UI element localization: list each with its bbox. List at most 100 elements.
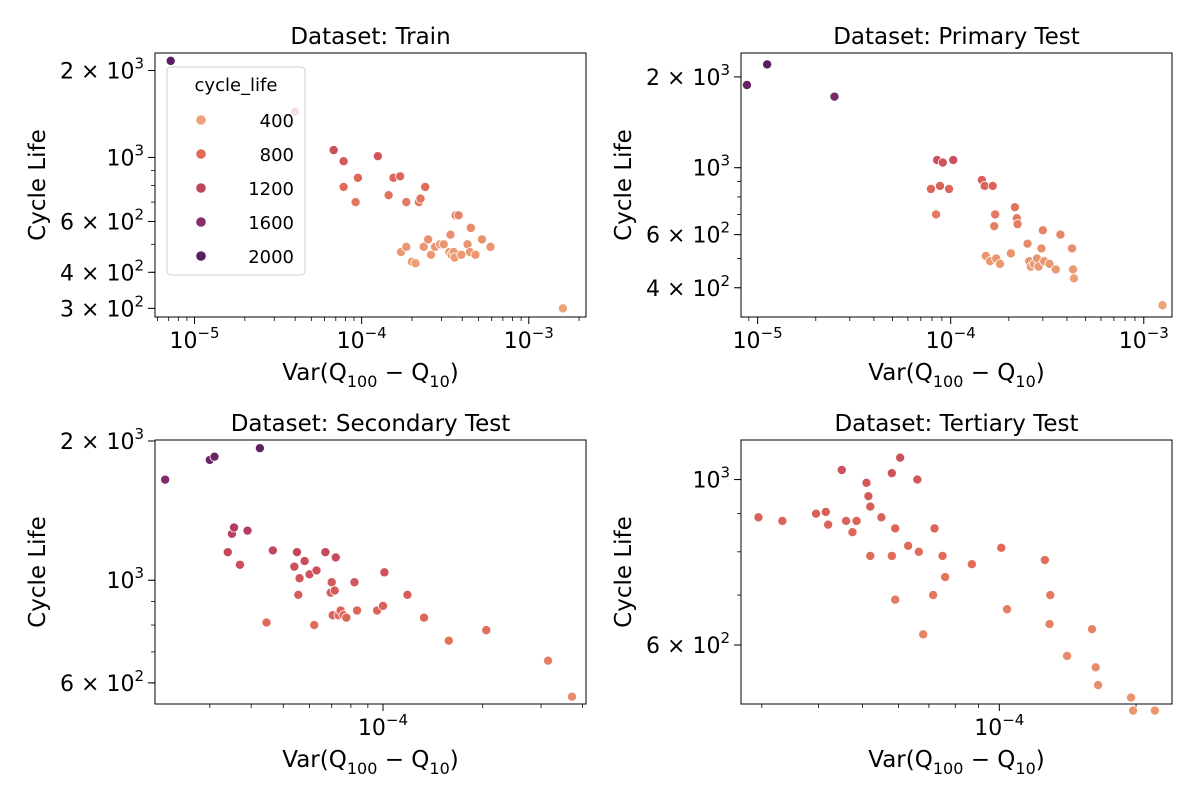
x-tick-label: 10−4 — [337, 324, 387, 354]
data-point — [820, 506, 831, 517]
data-point — [987, 180, 998, 191]
y-axis-label: Cycle Life — [611, 516, 637, 628]
y-axis-label: Cycle Life — [611, 129, 637, 241]
x-tick-label: 10−5 — [733, 324, 783, 354]
legend-box — [166, 66, 306, 276]
data-point — [485, 241, 496, 252]
data-point — [948, 155, 959, 166]
legend-label: 400 — [260, 111, 294, 132]
data-point — [753, 512, 764, 523]
x-axis-label: Var(Q100 − Q10) — [868, 360, 1044, 391]
y-tick-label: 3 × 102 — [60, 292, 144, 322]
plot-frame — [154, 439, 587, 705]
data-point — [438, 239, 449, 250]
data-point — [329, 585, 340, 596]
x-axis-ticks: 10−5 10−4 10−3 — [157, 317, 580, 354]
data-point — [996, 542, 1007, 553]
legend-marker — [195, 250, 207, 262]
data-point — [940, 572, 951, 583]
data-point — [886, 550, 897, 561]
data-point — [299, 556, 310, 567]
data-point — [1039, 555, 1050, 566]
data-point — [418, 241, 429, 252]
data-point — [443, 635, 454, 646]
data-point — [350, 197, 361, 208]
data-point — [1126, 692, 1137, 703]
scatter-points — [165, 55, 568, 314]
subplot-title: Dataset: Train — [290, 24, 450, 50]
data-point — [841, 515, 852, 526]
y-tick-label: 103 — [692, 152, 730, 182]
data-point — [330, 552, 341, 563]
x-axis-ticks: 10−4 — [761, 704, 1137, 741]
data-point — [209, 451, 220, 462]
scatter-points — [741, 59, 1168, 311]
y-tick-label: 6 × 102 — [646, 629, 730, 659]
y-axis-ticks: 6 × 102 103 2 × 103 — [60, 425, 155, 697]
x-tick-label: 10−4 — [926, 324, 976, 354]
data-point — [349, 577, 360, 588]
data-point — [1037, 225, 1048, 236]
data-point — [222, 547, 233, 558]
legend-marker — [195, 114, 207, 126]
legend-marker — [195, 182, 207, 194]
data-point — [994, 258, 1005, 269]
data-point — [395, 171, 406, 182]
scatter-points — [753, 452, 1160, 716]
data-point — [1045, 590, 1056, 601]
data-point — [937, 550, 948, 561]
data-point — [401, 197, 412, 208]
y-tick-label: 6 × 102 — [60, 667, 144, 697]
data-point — [1062, 650, 1073, 661]
data-point — [267, 545, 278, 556]
data-point — [1128, 705, 1139, 716]
legend-label: 800 — [260, 145, 294, 166]
data-point — [861, 477, 872, 488]
legend-marker — [195, 148, 207, 160]
legend-label: 2000 — [248, 247, 294, 268]
data-point — [419, 612, 430, 623]
data-point — [291, 547, 302, 558]
data-point — [557, 303, 568, 314]
x-tick-label: 10−3 — [504, 324, 554, 354]
data-point — [762, 59, 773, 70]
data-point — [377, 600, 388, 611]
data-point — [338, 156, 349, 167]
subplot-title: Dataset: Secondary Test — [231, 411, 511, 437]
data-point — [925, 184, 936, 195]
data-point — [929, 523, 940, 534]
x-tick-label: 10−5 — [169, 324, 219, 354]
data-point — [836, 465, 847, 476]
y-tick-label: 2 × 103 — [60, 425, 144, 455]
data-point — [383, 190, 394, 201]
subplot-3: Dataset: Secondary Test 10−4 6 × 102 103 2 ×… — [25, 411, 587, 778]
data-point — [890, 594, 901, 605]
plot-frame — [740, 439, 1173, 705]
data-point — [1090, 662, 1101, 673]
data-point — [1068, 264, 1079, 275]
data-point — [1067, 243, 1078, 254]
data-point — [937, 157, 948, 168]
data-point — [543, 655, 554, 666]
plot-frame — [740, 52, 1173, 318]
data-point — [1002, 604, 1013, 615]
data-point — [1157, 300, 1168, 311]
data-point — [1044, 619, 1055, 630]
data-point — [895, 452, 906, 463]
data-point — [1036, 243, 1047, 254]
x-axis-label: Var(Q100 − Q10) — [282, 747, 458, 778]
x-tick-label: 10−3 — [1119, 324, 1169, 354]
y-tick-label: 103 — [106, 141, 144, 171]
data-point — [372, 151, 383, 162]
subplot-title: Dataset: Tertiary Test — [834, 411, 1078, 437]
y-tick-label: 4 × 102 — [60, 256, 144, 286]
data-point — [1087, 624, 1098, 635]
data-point — [426, 249, 437, 260]
y-axis-ticks: 3 × 102 4 × 102 6 × 102 103 2 × 103 — [60, 55, 155, 322]
data-point — [1050, 264, 1061, 275]
y-tick-label: 2 × 103 — [646, 61, 730, 91]
data-point — [886, 468, 897, 479]
data-point — [320, 547, 331, 558]
data-point — [445, 229, 456, 240]
